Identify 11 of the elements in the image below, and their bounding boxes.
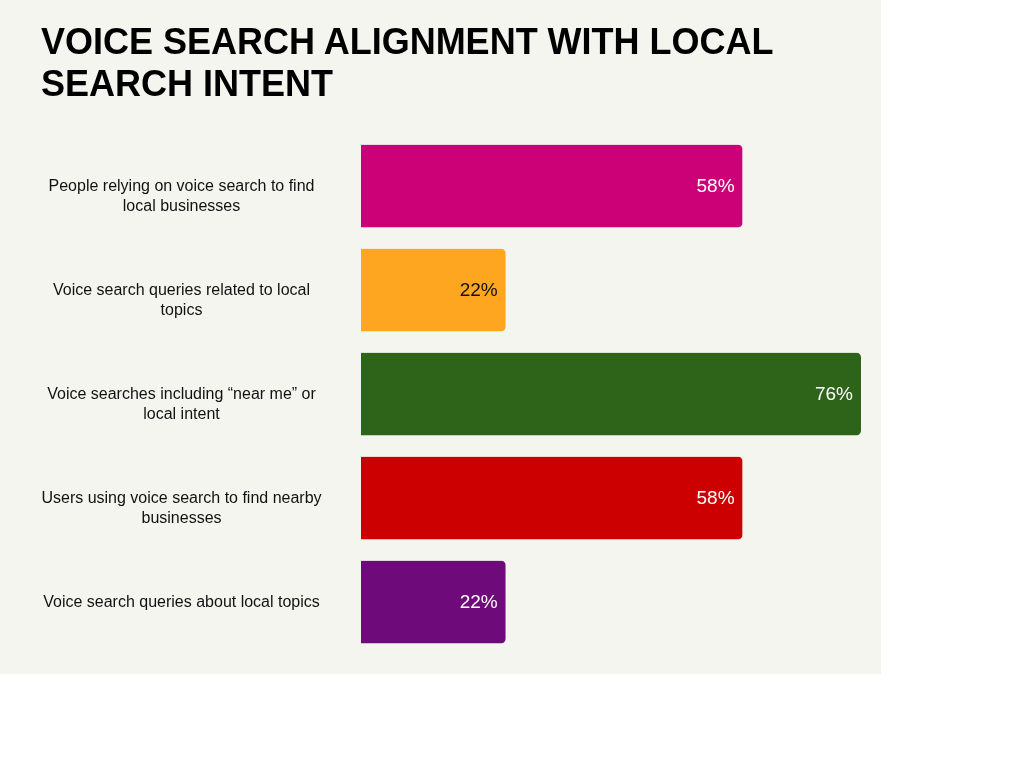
y-tick-label: People relying on voice search to find local businesses — [48, 177, 315, 214]
y-tick-label: Voice searches including “near me” or local intent — [47, 385, 317, 422]
data-label: 22% — [459, 279, 498, 300]
y-tick-label: Voice search queries related to local topics — [52, 281, 311, 318]
data-label: 58% — [696, 487, 735, 508]
data-label: 76% — [814, 383, 854, 404]
y-tick-label: Voice search queries about local topics — [43, 593, 320, 610]
chart-title: VOICE SEARCH ALIGNMENT WITH LOCAL SEARCH INTENT — [40, 21, 774, 104]
data-label: 58% — [696, 175, 735, 196]
data-label: 22% — [459, 591, 498, 612]
y-tick-label: Users using voice search to find nearby businesses — [41, 489, 322, 526]
